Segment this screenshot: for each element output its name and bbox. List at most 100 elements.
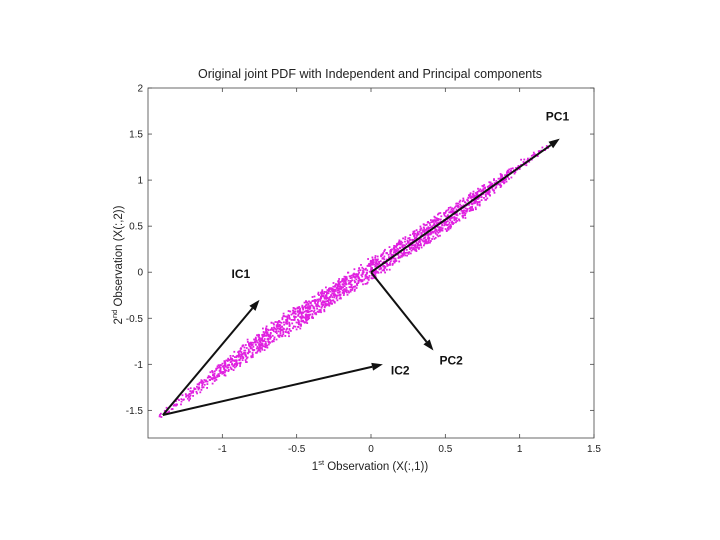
data-point <box>254 343 257 346</box>
x-tick-label: 1.5 <box>587 444 601 455</box>
data-point <box>323 291 326 293</box>
data-point <box>244 359 247 361</box>
data-point <box>331 299 334 302</box>
data-point <box>302 306 305 309</box>
data-point <box>488 194 491 196</box>
data-point <box>372 263 375 266</box>
data-point <box>491 182 493 185</box>
data-point <box>251 348 254 351</box>
data-point <box>462 214 465 217</box>
data-point <box>199 391 202 394</box>
data-point <box>328 287 331 290</box>
data-point <box>338 285 341 288</box>
data-point <box>221 371 224 374</box>
data-point <box>239 355 242 358</box>
data-point <box>504 178 506 181</box>
data-point <box>395 245 398 247</box>
data-point <box>452 209 454 212</box>
data-point <box>508 171 510 174</box>
data-point <box>488 181 491 184</box>
data-point <box>298 321 300 324</box>
data-point <box>437 218 440 220</box>
data-point <box>254 340 257 343</box>
data-point <box>201 386 204 389</box>
data-point <box>520 158 522 161</box>
data-point <box>445 215 447 218</box>
data-point <box>384 266 387 269</box>
data-point <box>300 323 302 326</box>
data-point <box>200 381 202 383</box>
data-point <box>434 227 437 230</box>
data-point <box>273 323 275 326</box>
data-point <box>503 179 505 182</box>
data-point <box>201 384 204 387</box>
data-point <box>225 359 228 362</box>
data-point <box>251 341 254 344</box>
data-point <box>361 266 364 269</box>
data-point <box>377 271 380 274</box>
data-point <box>447 208 450 211</box>
data-point <box>342 281 345 283</box>
data-point <box>400 242 402 245</box>
data-point <box>417 241 420 243</box>
data-point <box>329 290 332 293</box>
data-point <box>381 257 384 260</box>
data-point <box>330 287 333 290</box>
data-point <box>386 258 388 261</box>
data-point <box>332 290 334 293</box>
data-point <box>233 360 236 362</box>
data-point <box>482 189 485 192</box>
data-point <box>459 199 462 202</box>
data-point <box>425 229 427 231</box>
data-point <box>323 309 326 311</box>
data-point <box>400 240 403 243</box>
data-point <box>206 380 209 383</box>
data-point <box>295 316 297 318</box>
data-point <box>378 268 381 271</box>
data-point <box>411 248 414 251</box>
data-point <box>458 212 461 215</box>
data-point <box>344 282 347 284</box>
data-point <box>462 209 465 212</box>
data-point <box>411 240 414 243</box>
data-point <box>331 292 334 295</box>
data-point <box>320 291 322 294</box>
data-point <box>247 350 250 353</box>
data-point <box>472 193 475 196</box>
data-point <box>275 326 278 328</box>
data-point <box>333 288 336 291</box>
data-point <box>383 265 385 267</box>
data-point <box>244 349 247 352</box>
data-point <box>171 408 174 410</box>
data-point <box>282 315 285 318</box>
data-point <box>367 264 370 267</box>
data-point <box>260 337 262 340</box>
data-point <box>206 387 208 389</box>
data-point <box>336 294 339 297</box>
data-point <box>283 323 286 326</box>
data-point <box>320 297 323 299</box>
data-point <box>361 279 364 282</box>
data-point <box>417 233 420 236</box>
data-point <box>495 180 498 182</box>
data-point <box>254 336 257 339</box>
data-point <box>298 308 301 311</box>
data-point <box>288 328 291 331</box>
data-point <box>508 168 511 171</box>
data-point <box>316 303 319 306</box>
data-point <box>267 335 270 338</box>
data-point <box>324 304 327 306</box>
data-point <box>240 353 242 356</box>
data-point <box>371 260 374 263</box>
data-point <box>471 206 473 208</box>
data-point <box>298 306 301 308</box>
data-point <box>215 367 218 370</box>
data-point <box>436 230 438 233</box>
data-point <box>348 282 350 285</box>
data-point <box>256 334 258 337</box>
data-point <box>437 219 439 222</box>
data-point <box>397 250 399 252</box>
data-point <box>295 321 298 324</box>
data-point <box>294 310 296 313</box>
data-point <box>401 241 404 244</box>
